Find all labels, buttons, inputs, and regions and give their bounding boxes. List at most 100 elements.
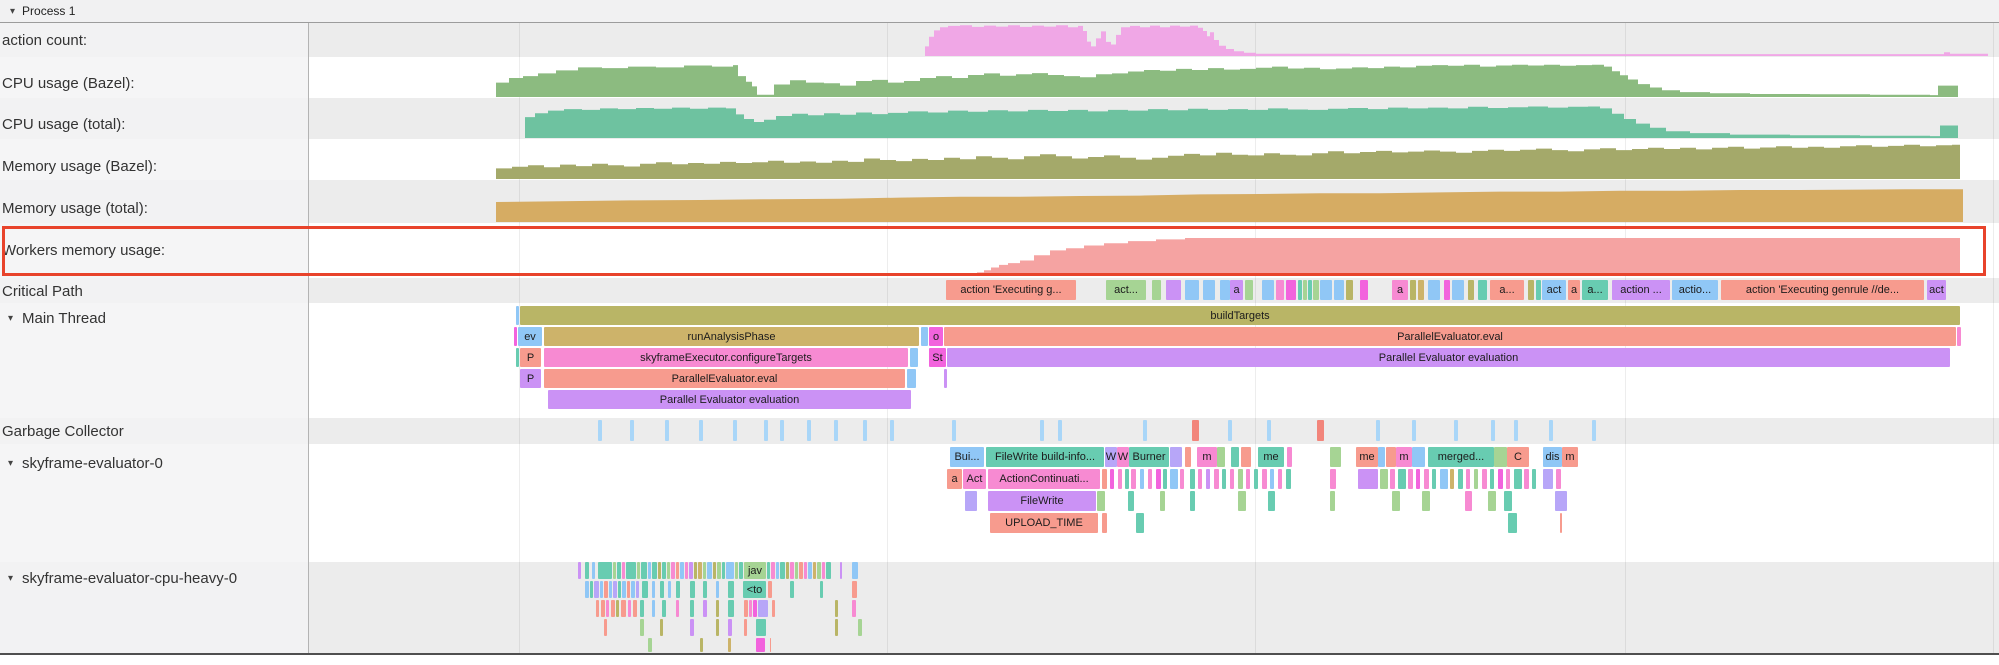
- gc-tick[interactable]: [890, 420, 894, 441]
- trace-event-block[interactable]: [676, 562, 679, 579]
- trace-event-block[interactable]: [1418, 280, 1424, 300]
- trace-event-block[interactable]: ParallelEvaluator.eval: [944, 327, 1956, 346]
- trace-event-block[interactable]: me: [1356, 447, 1378, 467]
- counter-chart-cpu-bazel[interactable]: [0, 59, 1999, 97]
- trace-event-block[interactable]: Act: [963, 469, 986, 489]
- trace-event-block[interactable]: [1241, 447, 1251, 467]
- trace-event-block[interactable]: [1262, 469, 1267, 489]
- gc-tick[interactable]: [733, 420, 737, 441]
- gc-tick[interactable]: [1376, 420, 1380, 441]
- trace-event-block[interactable]: [668, 581, 671, 598]
- trace-event-block[interactable]: [795, 562, 798, 579]
- trace-event-block[interactable]: a: [1230, 280, 1243, 300]
- gc-tick[interactable]: [1267, 420, 1271, 441]
- trace-event-block[interactable]: [1287, 447, 1292, 467]
- panel-row-skyframe-evaluator-cpu-heavy-0[interactable]: ▾ skyframe-evaluator-cpu-heavy-0: [0, 569, 308, 587]
- trace-event-block[interactable]: [1180, 469, 1184, 489]
- trace-event-block[interactable]: [707, 562, 712, 579]
- collapse-icon[interactable]: ▾: [8, 572, 14, 584]
- trace-event-block[interactable]: [1136, 513, 1144, 533]
- trace-event-block[interactable]: buildTargets: [520, 306, 1960, 325]
- trace-event-block[interactable]: St: [929, 348, 946, 367]
- trace-event-block[interactable]: [1490, 469, 1494, 489]
- trace-event-block[interactable]: act: [1542, 280, 1566, 300]
- trace-event-block[interactable]: [1428, 280, 1440, 300]
- trace-event-block[interactable]: [648, 638, 652, 652]
- trace-event-block[interactable]: [648, 562, 651, 579]
- trace-event-block[interactable]: Parallel Evaluator evaluation: [947, 348, 1950, 367]
- trace-event-block[interactable]: a...: [1582, 280, 1608, 300]
- trace-event-block[interactable]: [717, 562, 721, 579]
- trace-event-block[interactable]: [590, 581, 593, 598]
- trace-event-block[interactable]: [652, 600, 655, 617]
- trace-event-block[interactable]: [631, 581, 635, 598]
- trace-event-block[interactable]: action 'Executing genrule //de...: [1721, 280, 1924, 300]
- trace-event-block[interactable]: [667, 562, 670, 579]
- trace-event-block[interactable]: [1482, 469, 1487, 489]
- trace-event-block[interactable]: [1330, 491, 1335, 511]
- counter-chart-mem-bazel[interactable]: [0, 141, 1999, 179]
- trace-event-block[interactable]: [965, 491, 977, 511]
- trace-event-block[interactable]: [780, 562, 785, 579]
- trace-event-block[interactable]: [598, 562, 612, 579]
- trace-event-block[interactable]: [813, 562, 816, 579]
- trace-event-block[interactable]: [1303, 280, 1307, 300]
- trace-event-block[interactable]: [617, 562, 621, 579]
- trace-event-block[interactable]: [660, 619, 663, 636]
- trace-event-block[interactable]: [726, 562, 734, 579]
- trace-event-block[interactable]: [594, 581, 599, 598]
- trace-event-block[interactable]: [1102, 513, 1107, 533]
- trace-event-block[interactable]: actio...: [1672, 280, 1718, 300]
- trace-event-block[interactable]: [1408, 469, 1413, 489]
- trace-event-block[interactable]: act...: [1106, 280, 1146, 300]
- trace-event-block[interactable]: [637, 562, 640, 579]
- trace-event-block[interactable]: [1198, 469, 1202, 489]
- gc-tick[interactable]: [952, 420, 956, 441]
- trace-event-block[interactable]: [1957, 327, 1961, 346]
- trace-event-block[interactable]: ActionContinuati...: [988, 469, 1100, 489]
- trace-event-block[interactable]: [1506, 469, 1510, 489]
- trace-event-block[interactable]: [606, 600, 609, 617]
- trace-event-block[interactable]: [1245, 280, 1253, 300]
- trace-event-block[interactable]: [1268, 491, 1275, 511]
- trace-event-block[interactable]: [585, 581, 589, 598]
- trace-event-block[interactable]: Parallel Evaluator evaluation: [548, 390, 911, 409]
- trace-event-block[interactable]: [756, 638, 765, 652]
- trace-event-block[interactable]: [516, 306, 519, 325]
- trace-event-block[interactable]: [1148, 469, 1152, 489]
- trace-event-block[interactable]: [808, 562, 812, 579]
- trace-event-block[interactable]: [1203, 280, 1215, 300]
- trace-event-block[interactable]: [822, 562, 825, 579]
- trace-event-block[interactable]: <to: [743, 581, 766, 598]
- trace-event-block[interactable]: [703, 562, 706, 579]
- trace-event-block[interactable]: [640, 619, 644, 636]
- trace-event-block[interactable]: [516, 348, 519, 367]
- trace-event-block[interactable]: [1217, 447, 1225, 467]
- trace-event-block[interactable]: [627, 581, 630, 598]
- trace-event-block[interactable]: [1185, 280, 1199, 300]
- trace-event-block[interactable]: [1254, 469, 1258, 489]
- trace-event-block[interactable]: [1206, 469, 1210, 489]
- trace-event-block[interactable]: Bui...: [950, 447, 984, 467]
- trace-event-block[interactable]: [600, 581, 603, 598]
- trace-event-block[interactable]: [1125, 469, 1129, 489]
- trace-event-block[interactable]: [820, 581, 823, 598]
- trace-event-block[interactable]: m: [1197, 447, 1217, 467]
- gc-tick[interactable]: [1514, 420, 1518, 441]
- trace-event-block[interactable]: [944, 369, 947, 388]
- trace-event-block[interactable]: ev: [518, 327, 542, 346]
- trace-event-block[interactable]: [1278, 469, 1282, 489]
- trace-event-block[interactable]: [1504, 491, 1512, 511]
- trace-event-block[interactable]: [676, 600, 679, 617]
- trace-event-block[interactable]: [596, 600, 599, 617]
- trace-event-block[interactable]: [728, 581, 734, 598]
- trace-event-block[interactable]: [1378, 447, 1385, 467]
- trace-event-block[interactable]: [658, 562, 661, 579]
- gc-tick[interactable]: [1040, 420, 1044, 441]
- trace-event-block[interactable]: [1390, 469, 1395, 489]
- trace-event-block[interactable]: [826, 562, 831, 579]
- trace-event-block[interactable]: [1410, 280, 1416, 300]
- trace-event-block[interactable]: [1360, 280, 1368, 300]
- trace-event-block[interactable]: m: [1562, 447, 1578, 467]
- trace-event-block[interactable]: Burner: [1129, 447, 1169, 467]
